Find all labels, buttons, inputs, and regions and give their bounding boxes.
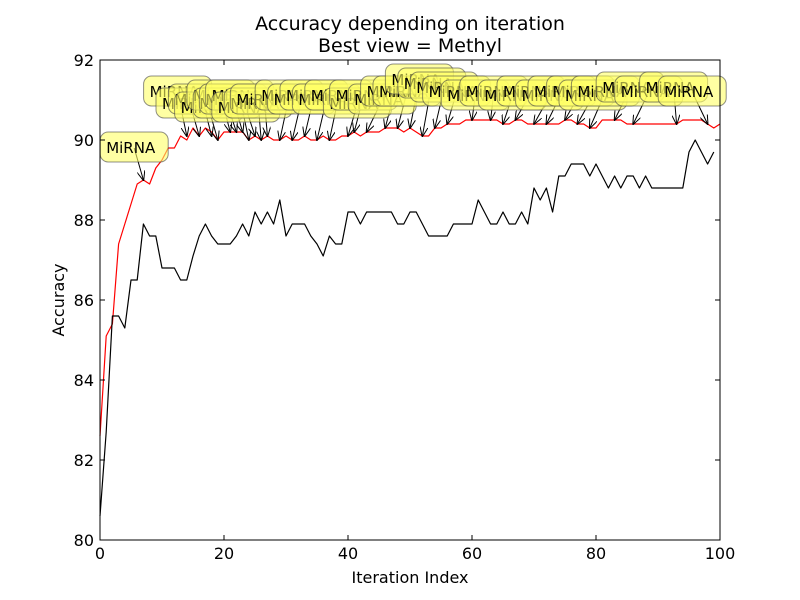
annotation-label: MiRNA [664, 83, 714, 101]
x-tick-label: 40 [338, 544, 358, 563]
y-tick-label: 84 [74, 371, 94, 390]
y-tick-label: 80 [74, 531, 94, 550]
y-tick-label: 86 [74, 291, 94, 310]
x-axis-label: Iteration Index [352, 568, 469, 587]
chart-subtitle: Best view = Methyl [318, 35, 502, 57]
x-tick-label: 20 [214, 544, 234, 563]
x-tick-label: 80 [586, 544, 606, 563]
x-tick-label: 100 [705, 544, 736, 563]
y-tick-label: 88 [74, 211, 94, 230]
y-tick-label: 92 [74, 51, 94, 70]
chart-title: Accuracy depending on iteration [255, 13, 565, 35]
y-tick-label: 90 [74, 131, 94, 150]
plot-area: MiRNAMiRNAMiRNAMiRNAMiRNAMiRNAMiRNAMiRNA… [74, 51, 736, 563]
y-tick-label: 82 [74, 451, 94, 470]
x-tick-label: 60 [462, 544, 482, 563]
x-tick-label: 0 [95, 544, 105, 563]
annotation-label: MiRNA [106, 139, 156, 157]
annotation-box [657, 75, 727, 107]
series-line-1 [99, 139, 715, 517]
y-axis-label: Accuracy [49, 263, 68, 336]
